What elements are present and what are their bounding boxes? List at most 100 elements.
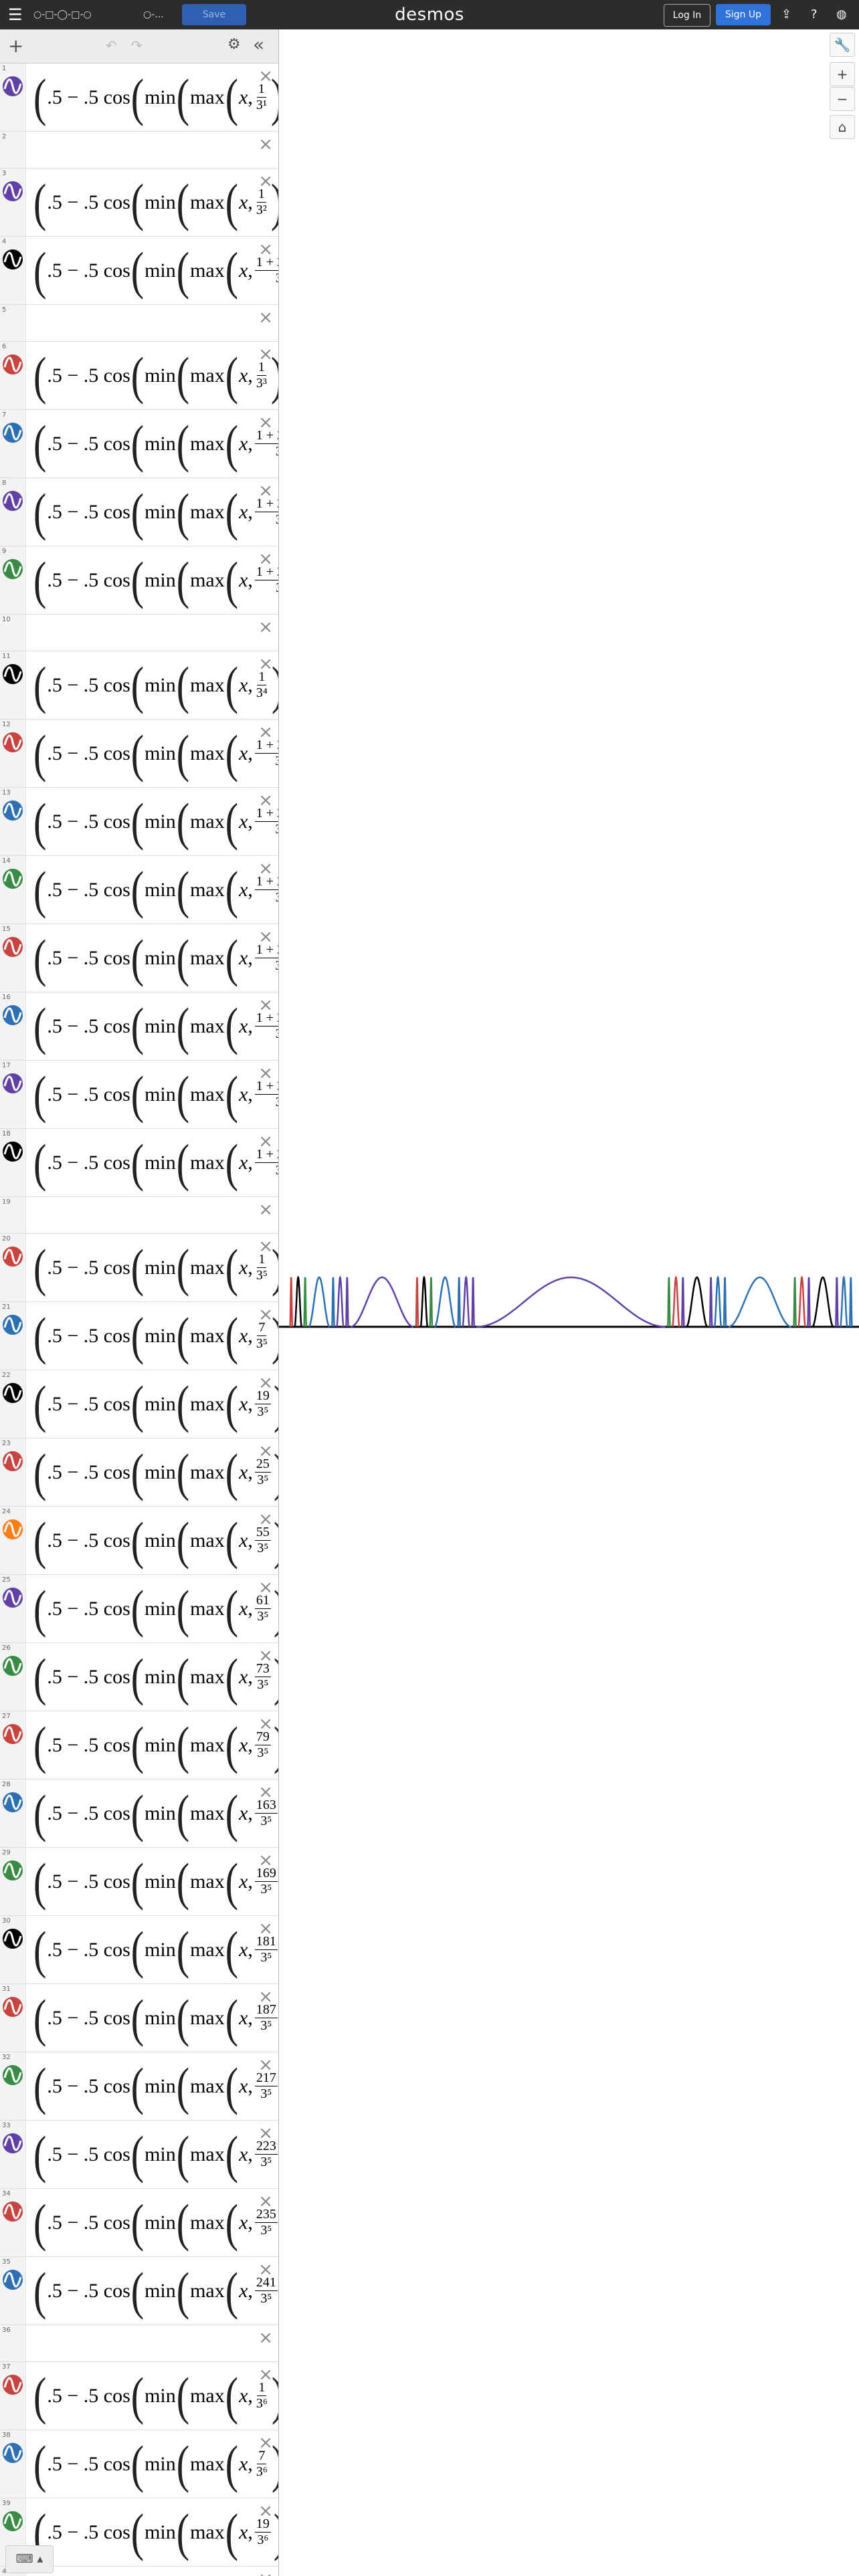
color-icon[interactable] xyxy=(2,181,23,202)
color-icon[interactable] xyxy=(2,2374,23,2395)
delete-button[interactable]: × xyxy=(258,2571,273,2576)
expression-row[interactable]: 19 × xyxy=(0,1197,278,1234)
delete-button[interactable]: × xyxy=(258,2365,273,2385)
color-icon[interactable] xyxy=(2,422,23,443)
delete-button[interactable]: × xyxy=(258,654,273,674)
delete-button[interactable]: × xyxy=(258,1063,273,1083)
expression-row[interactable]: 11 (.5 − .5 cos(min(max(x,13⁴),23⁴)× xyxy=(0,651,278,720)
home-button[interactable]: ⌂ xyxy=(830,115,855,139)
expression-row[interactable]: 17(.5 − .5 cos(min(max(x,1 + 2 · (33⁴× xyxy=(0,1061,278,1129)
zoom-out-button[interactable]: − xyxy=(830,87,855,111)
delete-button[interactable]: × xyxy=(258,927,273,947)
color-icon[interactable] xyxy=(2,1004,23,1026)
color-icon[interactable] xyxy=(2,1141,23,1162)
color-icon[interactable] xyxy=(2,76,23,97)
color-icon[interactable] xyxy=(2,1451,23,1472)
delete-button[interactable]: × xyxy=(258,859,273,879)
color-icon[interactable] xyxy=(2,1246,23,1267)
delete-button[interactable]: × xyxy=(258,2260,273,2280)
delete-button[interactable]: × xyxy=(258,617,273,637)
keyboard-button[interactable]: ⌨ ▴ xyxy=(5,2545,54,2573)
delete-button[interactable]: × xyxy=(258,134,273,154)
expression-row[interactable]: 21 (.5 − .5 cos(min(max(x,73⁵),83⁵)× xyxy=(0,1302,278,1370)
delete-button[interactable]: × xyxy=(258,1646,273,1666)
expression-row[interactable]: 12(.5 − .5 cos(min(max(x,1 + 2 · 3¹3⁴× xyxy=(0,720,278,788)
color-icon[interactable] xyxy=(2,2269,23,2290)
add-button[interactable]: + xyxy=(8,35,24,57)
color-icon[interactable] xyxy=(2,936,23,958)
delete-button[interactable]: × xyxy=(258,413,273,433)
zoom-in-button[interactable]: + xyxy=(830,62,855,86)
delete-button[interactable]: × xyxy=(258,66,273,86)
delete-button[interactable]: × xyxy=(258,1782,273,1802)
delete-button[interactable]: × xyxy=(258,1305,273,1325)
color-icon[interactable] xyxy=(2,1996,23,2018)
delete-button[interactable]: × xyxy=(258,1132,273,1152)
delete-button[interactable]: × xyxy=(258,1987,273,2007)
delete-button[interactable]: × xyxy=(258,790,273,811)
delete-button[interactable]: × xyxy=(258,2328,273,2348)
color-icon[interactable] xyxy=(2,663,23,685)
delete-button[interactable]: × xyxy=(258,481,273,501)
undo-button[interactable]: ↶ xyxy=(106,37,117,53)
signup-button[interactable]: Sign Up xyxy=(716,4,771,25)
delete-button[interactable]: × xyxy=(258,1850,273,1870)
graph-settings-button[interactable]: 🔧 xyxy=(830,33,855,57)
color-icon[interactable] xyxy=(2,1792,23,1813)
delete-button[interactable]: × xyxy=(258,2123,273,2143)
redo-button[interactable]: ↷ xyxy=(131,37,142,53)
login-button[interactable]: Log In xyxy=(664,4,710,27)
delete-button[interactable]: × xyxy=(258,995,273,1015)
expression-row[interactable]: 6 (.5 − .5 cos(min(max(x,13³),23³)× xyxy=(0,342,278,410)
color-icon[interactable] xyxy=(2,354,23,375)
color-icon[interactable] xyxy=(2,490,23,512)
expression-row[interactable]: 3 (.5 − .5 cos(min(max(x,13²),23²)× xyxy=(0,169,278,237)
delete-button[interactable]: × xyxy=(258,2433,273,2453)
delete-button[interactable]: × xyxy=(258,2055,273,2075)
color-icon[interactable] xyxy=(2,1655,23,1677)
color-icon[interactable] xyxy=(2,249,23,270)
color-icon[interactable] xyxy=(2,1928,23,1949)
expression-row[interactable]: 16(.5 − .5 cos(min(max(x,1 + 2 · (33⁴× xyxy=(0,992,278,1061)
expression-row[interactable]: 37 (.5 − .5 cos(min(max(x,13⁶),23⁶)× xyxy=(0,2362,278,2430)
color-icon[interactable] xyxy=(2,558,23,580)
collapse-button[interactable]: « xyxy=(253,33,265,56)
delete-button[interactable]: × xyxy=(258,2501,273,2521)
delete-button[interactable]: × xyxy=(258,1441,273,1461)
delete-button[interactable]: × xyxy=(258,1919,273,1939)
delete-button[interactable]: × xyxy=(258,1237,273,1257)
expression-row[interactable]: 8(.5 − .5 cos(min(max(x,1 + 2 · 3²3³× xyxy=(0,478,278,546)
delete-button[interactable]: × xyxy=(258,2191,273,2212)
graph-title[interactable]: ○-□-◯-□-○ xyxy=(33,9,92,20)
expression-row[interactable]: 15(.5 − .5 cos(min(max(x,1 + 2 · 3³3⁴× xyxy=(0,924,278,992)
color-icon[interactable] xyxy=(2,2201,23,2222)
save-button[interactable]: Save xyxy=(182,4,246,25)
expression-row[interactable]: 10 × xyxy=(0,615,278,651)
delete-button[interactable]: × xyxy=(258,171,273,191)
expression-row[interactable]: 36 × xyxy=(0,2325,278,2362)
expression-row[interactable]: 2 × xyxy=(0,132,278,169)
delete-button[interactable]: × xyxy=(258,344,273,364)
delete-button[interactable]: × xyxy=(258,1578,273,1598)
color-icon[interactable] xyxy=(2,1314,23,1335)
menu-button[interactable]: ☰ xyxy=(8,5,23,24)
delete-button[interactable]: × xyxy=(258,1200,273,1220)
delete-button[interactable]: × xyxy=(258,308,273,328)
language-button[interactable]: ◍ xyxy=(836,7,847,21)
color-icon[interactable] xyxy=(2,2510,23,2532)
expression-row[interactable]: 14(.5 − .5 cos(min(max(x,1 + 2 · (33⁴× xyxy=(0,856,278,924)
expression-row[interactable]: 5 × xyxy=(0,305,278,342)
color-icon[interactable] xyxy=(2,2064,23,2086)
color-icon[interactable] xyxy=(2,732,23,753)
color-icon[interactable] xyxy=(2,800,23,821)
share-button[interactable]: ⇪ xyxy=(781,7,792,21)
color-icon[interactable] xyxy=(2,1587,23,1608)
